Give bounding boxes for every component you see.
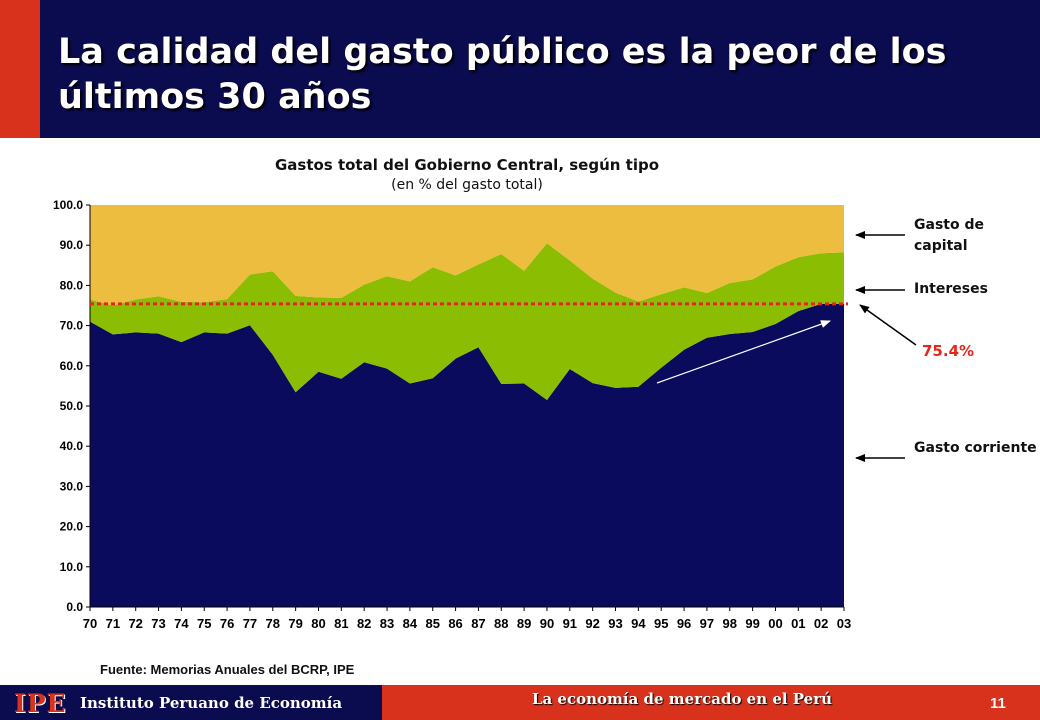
x-tick-label: 89: [517, 616, 531, 631]
x-tick-label: 98: [723, 616, 737, 631]
x-tick-label: 70: [83, 616, 97, 631]
x-tick-label: 85: [425, 616, 439, 631]
x-tick-label: 72: [128, 616, 142, 631]
x-tick-label: 01: [791, 616, 805, 631]
x-tick-label: 88: [494, 616, 508, 631]
institute-name: Instituto Peruano de Economía: [80, 694, 343, 712]
x-tick-label: 03: [837, 616, 851, 631]
header-bar: [0, 0, 1040, 138]
area-series-0: [90, 303, 844, 607]
y-tick-label: 0.0: [66, 600, 83, 614]
x-tick-label: 02: [814, 616, 828, 631]
x-tick-label: 81: [334, 616, 348, 631]
legend-gasto-capital: Gasto de capital: [914, 217, 984, 254]
x-tick-label: 73: [151, 616, 165, 631]
area-series-1: [90, 243, 844, 400]
source-note: Fuente: Memorias Anuales del BCRP, IPE: [100, 662, 355, 677]
y-tick-label: 70.0: [60, 319, 84, 333]
x-tick-label: 94: [631, 616, 646, 631]
x-tick-label: 97: [700, 616, 714, 631]
footer-tagline: La economía de mercado en el Perú: [531, 690, 833, 708]
footer-left-panel: [0, 685, 382, 720]
y-tick-label: 80.0: [60, 278, 84, 292]
x-tick-label: 83: [380, 616, 394, 631]
y-tick-label: 100.0: [53, 198, 83, 212]
legend-intereses: Intereses: [914, 281, 988, 297]
page-number: 11: [990, 695, 1006, 712]
x-tick-label: 99: [745, 616, 759, 631]
x-tick-label: 92: [585, 616, 599, 631]
x-tick-label: 96: [677, 616, 691, 631]
x-tick-label: 71: [106, 616, 120, 631]
x-tick-label: 84: [403, 616, 418, 631]
y-tick-label: 50.0: [60, 399, 84, 413]
y-tick-label: 30.0: [60, 479, 84, 493]
reference-annotation: 75.4%: [922, 342, 975, 360]
arrow-trend: [656, 320, 831, 384]
x-tick-label: 80: [311, 616, 325, 631]
x-tick-label: 82: [357, 616, 371, 631]
footer-bar: [0, 685, 1040, 720]
legend-gasto-corriente: Gasto corriente: [914, 440, 1037, 456]
y-tick-label: 10.0: [60, 560, 84, 574]
ipe-logo: IPE: [14, 689, 67, 718]
x-tick-label: 86: [448, 616, 462, 631]
x-tick-label: 93: [608, 616, 622, 631]
x-tick-label: 00: [768, 616, 782, 631]
slide-title: La calidad del gasto público es la peor …: [58, 32, 947, 117]
x-tick-label: 76: [220, 616, 234, 631]
x-tick-label: 79: [288, 616, 302, 631]
y-tick-label: 20.0: [60, 520, 84, 534]
y-tick-label: 40.0: [60, 439, 84, 453]
y-tick-label: 60.0: [60, 359, 84, 373]
area-series-2: [90, 205, 844, 306]
x-tick-label: 77: [243, 616, 257, 631]
chart-title: Gastos total del Gobierno Central, según…: [274, 156, 660, 174]
x-tick-label: 91: [563, 616, 577, 631]
x-tick-label: 78: [266, 616, 280, 631]
arrow-annotation: [859, 304, 917, 346]
x-tick-label: 87: [471, 616, 485, 631]
x-tick-label: 90: [540, 616, 554, 631]
x-tick-label: 74: [174, 616, 189, 631]
x-tick-label: 75: [197, 616, 211, 631]
chart-subtitle: (en % del gasto total): [391, 177, 543, 193]
x-tick-label: 95: [654, 616, 668, 631]
header-accent: [0, 0, 40, 138]
y-tick-label: 90.0: [60, 238, 84, 252]
